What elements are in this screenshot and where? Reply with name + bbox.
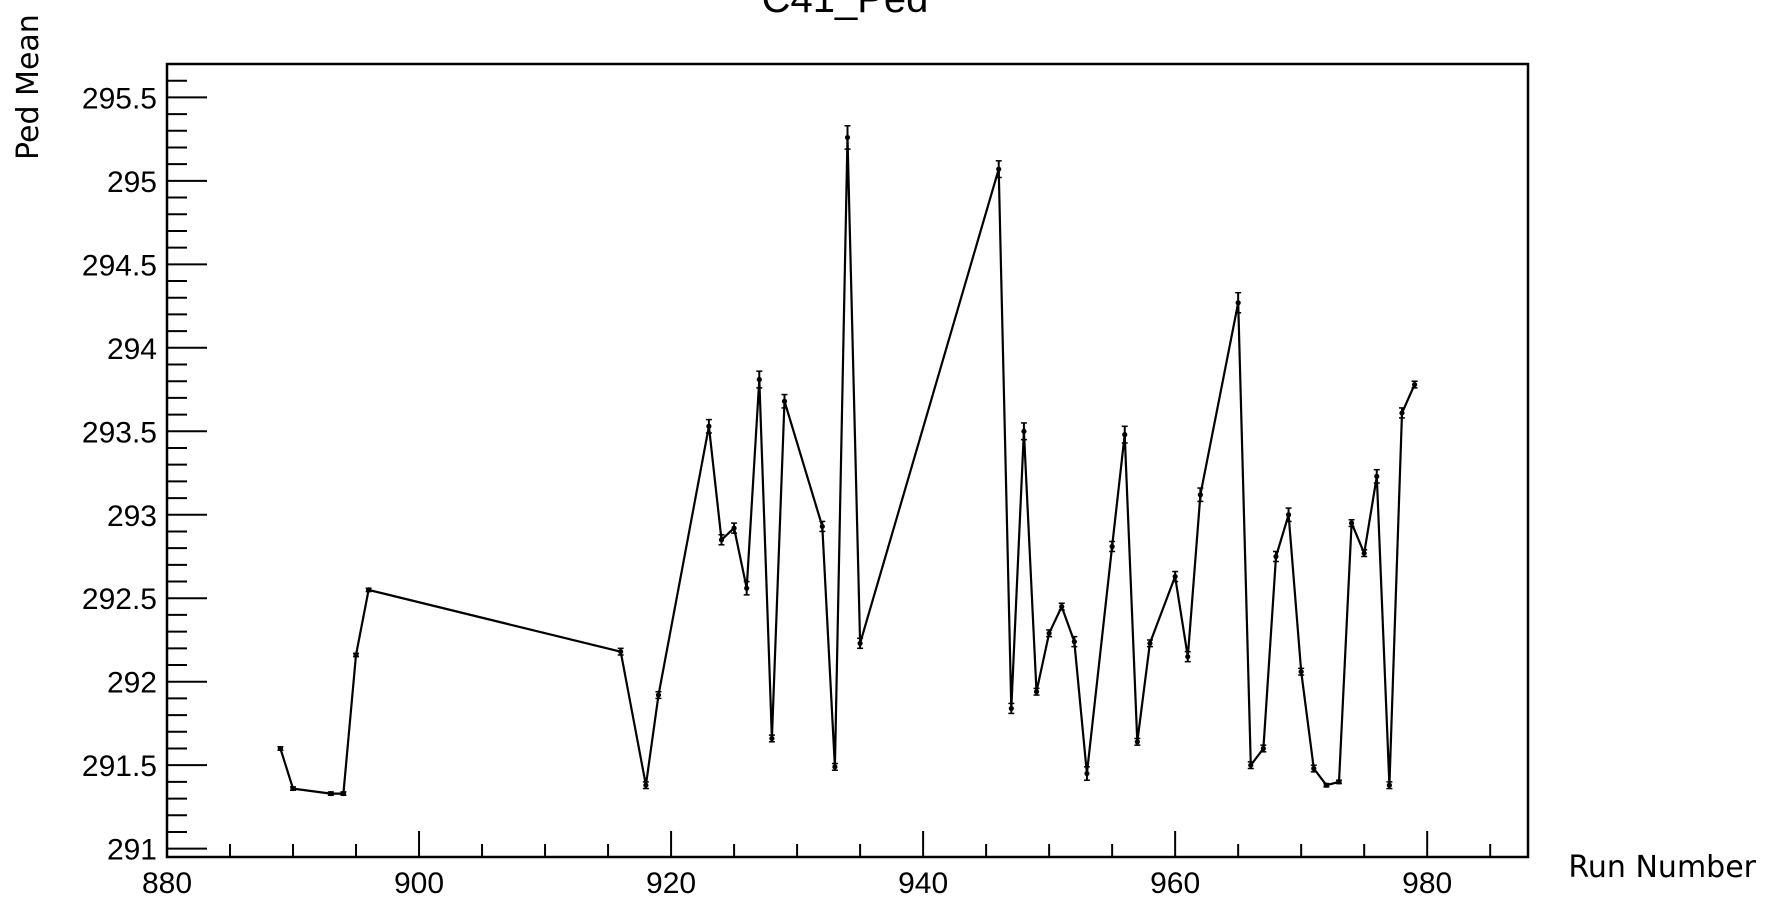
data-point bbox=[1248, 762, 1254, 768]
chart-title: C41_Ped bbox=[762, 0, 929, 21]
y-tick-label: 293 bbox=[107, 500, 157, 533]
x-tick-label: 980 bbox=[1402, 867, 1452, 897]
data-point bbox=[1323, 782, 1329, 788]
y-tick-label: 291 bbox=[107, 834, 157, 867]
x-axis: 880 900 920 940 960 980 bbox=[142, 831, 1492, 897]
y-tick-label: 294.5 bbox=[82, 249, 157, 282]
series-line bbox=[279, 136, 1416, 795]
data-point bbox=[290, 785, 296, 792]
data-point bbox=[1260, 745, 1266, 752]
data-point bbox=[1235, 300, 1241, 306]
data-point bbox=[1021, 428, 1027, 434]
data-point bbox=[1147, 640, 1153, 646]
data-point bbox=[1059, 603, 1065, 610]
x-axis-label: Run Number bbox=[1568, 850, 1756, 885]
data-point bbox=[643, 782, 649, 788]
data-point bbox=[1109, 543, 1115, 550]
data-point bbox=[857, 640, 863, 646]
y-tick-label: 295 bbox=[107, 166, 157, 199]
data-point bbox=[1033, 689, 1040, 695]
data-point bbox=[1399, 410, 1405, 416]
x-tick-label: 920 bbox=[646, 867, 696, 897]
data-point bbox=[844, 134, 851, 141]
y-tick-label: 292.5 bbox=[82, 583, 157, 616]
data-point bbox=[1298, 669, 1304, 675]
data-point bbox=[756, 376, 762, 383]
data-point bbox=[340, 790, 347, 797]
data-point bbox=[744, 585, 750, 591]
data-point bbox=[1071, 639, 1077, 645]
data-point bbox=[1285, 512, 1292, 518]
data-point bbox=[718, 537, 725, 543]
y-tick-label: 295.5 bbox=[82, 82, 157, 115]
y-tick-label: 294 bbox=[107, 333, 157, 366]
data-point bbox=[277, 745, 284, 752]
data-point bbox=[1336, 779, 1342, 785]
y-tick-label: 293.5 bbox=[82, 416, 157, 449]
data-series bbox=[277, 125, 1418, 797]
data-point bbox=[1122, 432, 1128, 438]
y-axis-label: Ped Mean bbox=[11, 14, 46, 160]
data-point bbox=[1134, 739, 1140, 745]
data-point bbox=[618, 649, 624, 655]
data-point bbox=[1197, 492, 1203, 498]
data-point bbox=[328, 790, 334, 797]
data-point bbox=[1008, 705, 1014, 712]
data-point bbox=[819, 523, 825, 530]
data-point bbox=[1273, 553, 1279, 560]
x-tick-label: 880 bbox=[142, 867, 192, 897]
data-point bbox=[1311, 765, 1317, 772]
data-point bbox=[769, 735, 775, 742]
data-point bbox=[1374, 473, 1380, 479]
y-axis: 291 291.5 292 292.5 293 293.5 294 294.5 295 295.5 bbox=[82, 63, 207, 867]
data-point bbox=[1084, 770, 1090, 777]
data-point bbox=[1185, 654, 1191, 660]
x-tick-label: 960 bbox=[1150, 867, 1200, 897]
data-point bbox=[1411, 381, 1418, 388]
data-point bbox=[1348, 520, 1355, 526]
y-tick-label: 291.5 bbox=[82, 750, 157, 783]
y-tick-label: 292 bbox=[107, 667, 157, 700]
data-point bbox=[1386, 782, 1392, 788]
x-tick-label: 900 bbox=[394, 867, 444, 897]
data-point bbox=[996, 166, 1002, 172]
data-point bbox=[1046, 630, 1052, 636]
plot-frame bbox=[165, 62, 1530, 859]
x-tick-label: 940 bbox=[898, 867, 948, 897]
data-point bbox=[1172, 573, 1178, 580]
data-point bbox=[731, 525, 737, 531]
data-point bbox=[781, 398, 788, 404]
data-point bbox=[655, 692, 662, 698]
data-point bbox=[353, 652, 359, 658]
data-point bbox=[832, 764, 838, 770]
data-point bbox=[366, 587, 372, 593]
data-point bbox=[1361, 550, 1367, 556]
data-point bbox=[706, 423, 712, 429]
